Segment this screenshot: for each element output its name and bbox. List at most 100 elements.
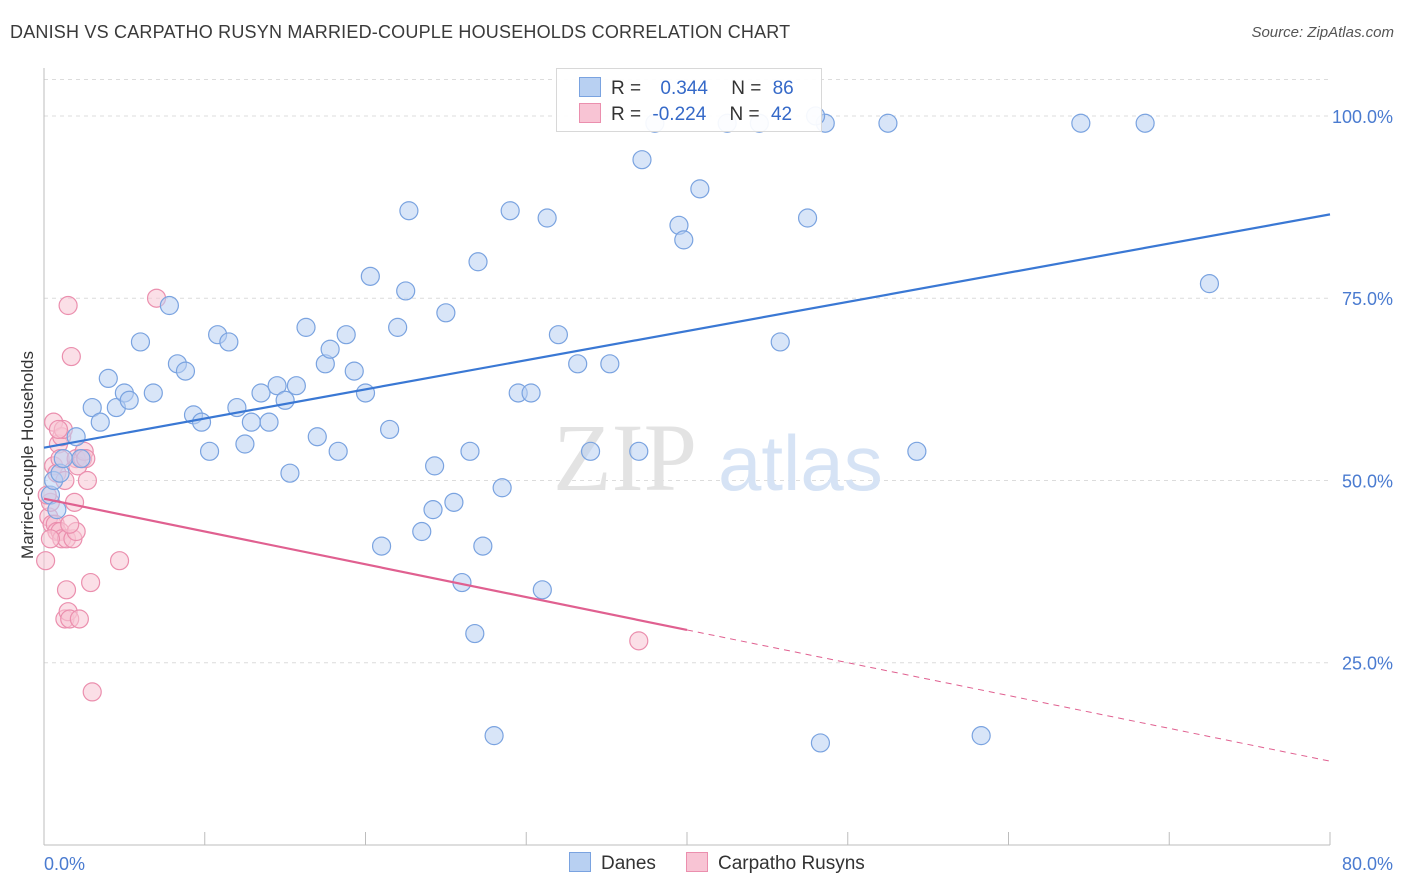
danes-point-83 <box>1135 113 1155 133</box>
danes-point-77 <box>810 733 831 753</box>
danes-point-75 <box>770 332 790 352</box>
rusyns-trend-line <box>43 497 688 632</box>
danes-swatch <box>579 77 601 97</box>
danes-point-82 <box>1071 113 1091 133</box>
watermark-zip: ZIP <box>553 404 697 511</box>
danes-point-8 <box>90 412 110 432</box>
stats-legend: R = 0.344 N = 86 R = -0.224 N = 42 <box>556 68 822 132</box>
rusyns-point-22 <box>61 346 81 367</box>
danes-point-63 <box>548 325 569 345</box>
danes-point-46 <box>412 521 432 542</box>
danes-point-13 <box>130 332 151 352</box>
danes-point-40 <box>360 266 380 286</box>
rusyns-point-18 <box>56 580 77 600</box>
legend-row-danes: R = 0.344 N = 86 <box>579 77 794 101</box>
x-tick-marks <box>43 832 1331 845</box>
danes-legend-label: Danes <box>601 853 656 874</box>
danes-point-80 <box>907 441 927 461</box>
rusyns-r-value: -0.224 <box>652 104 707 125</box>
danes-point-45 <box>399 201 419 221</box>
rusyns-point-34 <box>109 551 130 571</box>
danes-point-12 <box>119 390 139 410</box>
danes-point-28 <box>267 376 287 396</box>
legend-item-carpatho-rusyns[interactable]: Carpatho Rusyns <box>686 852 865 875</box>
danes-point-61 <box>532 580 552 600</box>
danes-point-24 <box>235 434 255 454</box>
danes-point-49 <box>436 303 456 323</box>
danes-point-64 <box>568 354 588 374</box>
danes-point-56 <box>484 726 504 746</box>
rusyns-point-31 <box>77 470 98 491</box>
danes-point-42 <box>380 419 400 440</box>
source-credit: Source: ZipAtlas.com <box>1251 24 1394 41</box>
danes-point-20 <box>199 441 220 461</box>
danes-point-32 <box>296 317 316 337</box>
danes-point-72 <box>690 179 710 199</box>
danes-point-52 <box>460 441 480 461</box>
legend-row-rusyns: R = -0.224 N = 42 <box>579 103 792 127</box>
danes-point-79 <box>878 113 898 133</box>
danes-point-58 <box>500 201 520 221</box>
watermark-atlas: atlas <box>718 419 883 507</box>
danes-point-48 <box>425 456 445 476</box>
danes-point-22 <box>219 332 239 352</box>
danes-point-62 <box>537 208 557 228</box>
danes-point-81 <box>971 726 991 746</box>
danes-trend-line <box>43 213 1331 449</box>
x-tick-label-min: 0.0% <box>44 854 85 874</box>
danes-point-9 <box>98 368 118 389</box>
rusyns-n-label: N = <box>729 104 760 125</box>
danes-point-31 <box>286 376 306 396</box>
rusyns-point-32 <box>81 572 101 593</box>
trend-lines <box>43 213 1331 762</box>
legend-item-danes[interactable]: Danes <box>569 852 656 875</box>
rusyns-point-40 <box>60 514 80 534</box>
rusyns-point-39 <box>48 419 69 440</box>
danes-n-label: N = <box>731 78 762 99</box>
danes-legend-swatch <box>569 852 591 872</box>
danes-point-35 <box>320 339 340 359</box>
danes-point-37 <box>336 325 356 345</box>
danes-point-57 <box>492 478 512 498</box>
danes-r-value: 0.344 <box>660 78 708 99</box>
danes-point-47 <box>423 500 443 520</box>
rusyns-legend-label: Carpatho Rusyns <box>718 853 865 874</box>
rusyns-point-20 <box>58 295 78 316</box>
danes-point-15 <box>159 295 179 316</box>
danes-point-44 <box>396 281 416 301</box>
danes-point-36 <box>328 441 348 461</box>
danes-point-19 <box>191 412 212 432</box>
danes-point-76 <box>797 208 818 228</box>
y-tick-label-100: 100.0% <box>1332 107 1393 127</box>
y-tick-label-75: 75.0% <box>1342 289 1393 309</box>
rusyns-point-33 <box>82 682 102 702</box>
danes-point-17 <box>175 361 196 381</box>
danes-point-29 <box>275 390 295 410</box>
grid-lines <box>44 79 1330 664</box>
danes-r-label: R = <box>611 78 642 99</box>
danes-point-71 <box>674 230 694 250</box>
danes-point-38 <box>344 361 364 381</box>
danes-point-30 <box>280 463 300 483</box>
danes-point-6 <box>71 449 91 469</box>
rusyns-trend-extension <box>686 629 1331 762</box>
danes-point-60 <box>521 383 541 403</box>
rusyns-legend-swatch <box>686 852 708 872</box>
rusyns-n-value: 42 <box>770 104 793 125</box>
series-legend: Danes Carpatho Rusyns <box>0 852 1406 878</box>
y-tick-labels: 25.0% 50.0% 75.0% 100.0% <box>1332 107 1393 674</box>
danes-point-55 <box>473 536 493 556</box>
danes-point-26 <box>251 383 271 403</box>
danes-point-41 <box>371 536 392 556</box>
rusyns-point-36 <box>629 631 649 651</box>
rusyns-point-38 <box>40 529 61 549</box>
danes-point-65 <box>580 441 601 461</box>
rusyns-point-0 <box>36 551 56 571</box>
rusyns-swatch <box>579 103 601 123</box>
y-tick-label-25: 25.0% <box>1342 654 1393 674</box>
danes-point-50 <box>444 492 464 512</box>
danes-point-67 <box>629 441 649 461</box>
y-tick-label-50: 50.0% <box>1342 471 1393 491</box>
danes-point-84 <box>1199 274 1220 294</box>
